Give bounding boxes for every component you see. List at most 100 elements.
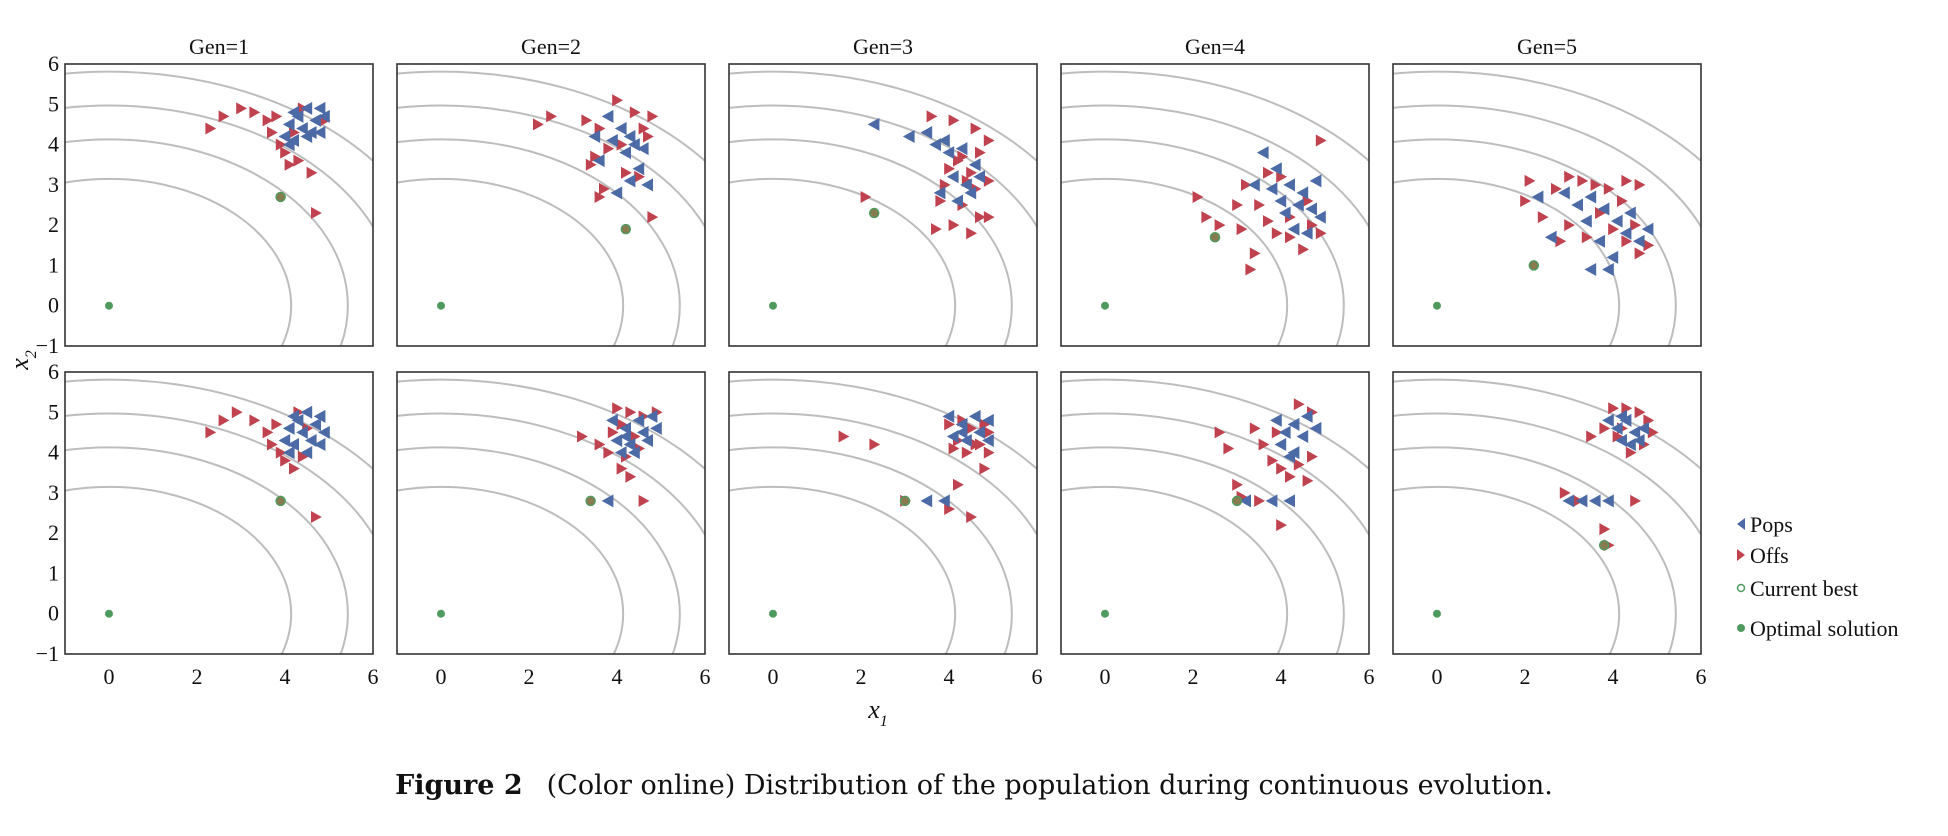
panel-1-3: Gen=3 [728, 34, 1038, 347]
contour-1 [1393, 485, 1621, 654]
pops-point [1558, 186, 1570, 200]
contour-3 [729, 412, 1037, 537]
pops-point [968, 409, 981, 423]
offs-point [1581, 231, 1593, 244]
panel-2-5: 0 2 4 6 [1392, 371, 1707, 689]
pops-point [623, 438, 636, 452]
offs-point [1285, 470, 1296, 483]
pops-point [1602, 413, 1614, 427]
offs-point [205, 122, 217, 135]
pops-point [282, 446, 295, 460]
offs-point [271, 110, 283, 123]
x-tick-label: 4 [1608, 664, 1619, 689]
offs-point [625, 406, 637, 419]
y-tick-label: 6 [48, 359, 59, 384]
pops-point [1628, 425, 1641, 439]
contour-2 [397, 138, 681, 346]
offs-point [1643, 239, 1655, 252]
current-best-point [1209, 231, 1221, 243]
pops-point [632, 162, 645, 176]
panel-frame [64, 63, 374, 347]
y-tick-label: 2 [48, 212, 59, 237]
y-tick-label: 1 [48, 252, 59, 277]
contour-1 [397, 177, 625, 346]
offs-point [1599, 422, 1611, 435]
legend-label-1: Pops [1750, 512, 1793, 537]
offs-point [1232, 199, 1243, 211]
offs-point [1249, 422, 1261, 435]
pops-point [1588, 494, 1601, 508]
pops-point [973, 170, 985, 184]
offs-point [983, 426, 995, 439]
offs-point [1302, 474, 1314, 487]
pops-point [300, 101, 313, 115]
pops-point [1256, 146, 1269, 160]
offs-point [1293, 458, 1305, 471]
pops-point [1278, 425, 1291, 439]
x-tick-label: 0 [104, 664, 115, 689]
panel-2-3: 0 2 4 6 [728, 371, 1043, 689]
contour-1 [729, 485, 957, 654]
optimal-point [437, 609, 445, 618]
offs-point [267, 438, 278, 451]
offs-point [599, 182, 610, 195]
offs-point [1276, 519, 1287, 532]
offs-point [1285, 231, 1296, 244]
pops-point [287, 438, 299, 452]
offs-point [311, 207, 322, 220]
y-tick-label: 0 [48, 293, 59, 318]
offs-point [1249, 247, 1261, 260]
offs-point [231, 406, 243, 419]
current-best-point [1598, 539, 1610, 551]
offs-point [249, 414, 261, 427]
plot-area [65, 378, 373, 654]
pops-point [1562, 494, 1575, 508]
pops-point [1580, 214, 1592, 228]
offs-point [975, 438, 986, 451]
pops-point [1637, 421, 1649, 435]
pops-point [1624, 438, 1636, 452]
x-tick-label: 0 [768, 664, 779, 689]
optimal-point [105, 609, 113, 618]
pops-point [1274, 194, 1287, 208]
pops-point [951, 194, 963, 208]
contour-4 [397, 70, 705, 163]
optimal-point [1101, 301, 1109, 310]
offs-point [1201, 211, 1213, 224]
y-tick-label: 3 [48, 480, 59, 505]
pops-point [304, 433, 317, 447]
contour-2 [1393, 446, 1677, 654]
pops-point [929, 138, 941, 152]
offs-point [1564, 170, 1575, 183]
legend-label-3: Current best [1750, 576, 1858, 601]
legend: Pops Offs Current best Optimal solution [1736, 512, 1899, 641]
current-best-point [585, 495, 596, 507]
y-tick-label: 2 [48, 520, 59, 545]
pops-point [313, 125, 326, 139]
offs-point [1634, 406, 1646, 419]
contour-4 [1393, 378, 1701, 471]
pops-point [1632, 433, 1645, 447]
y-tick-label: 4 [48, 132, 59, 157]
offs-point [1564, 219, 1575, 232]
pops-point [1624, 206, 1636, 220]
offs-point [1276, 170, 1287, 183]
offs-point [607, 426, 619, 439]
pops-point [982, 433, 994, 447]
offs-point [1643, 414, 1655, 427]
plot-area [1061, 378, 1369, 654]
pops-point [309, 417, 321, 431]
x-axis-label: x1 [867, 695, 888, 730]
offs-point [1577, 174, 1589, 187]
plot-area [1393, 70, 1701, 346]
offs-point [1192, 190, 1204, 203]
x-tick-label: 6 [368, 664, 379, 689]
pops-point [291, 109, 304, 123]
current-best-point [275, 495, 286, 507]
offs-point [1586, 430, 1597, 443]
pops-point [1283, 178, 1295, 192]
pops-point [938, 494, 950, 508]
contour-1 [65, 177, 293, 346]
pops-point [1597, 202, 1610, 216]
offs-point [1254, 199, 1265, 211]
